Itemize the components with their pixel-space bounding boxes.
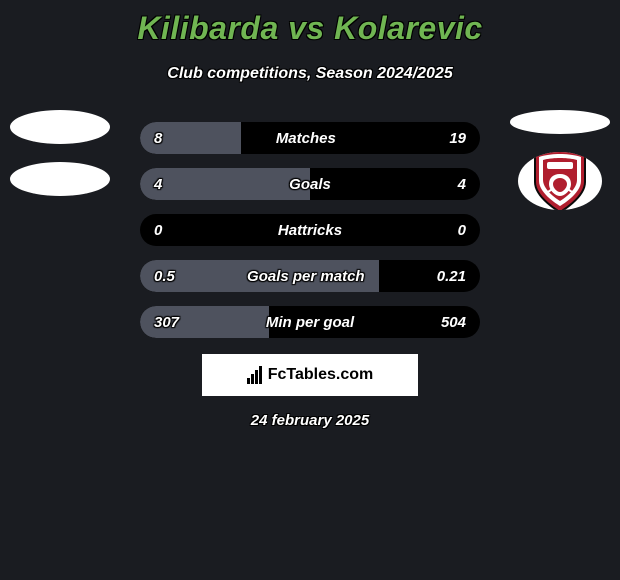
stat-value-right: 504 bbox=[441, 314, 480, 331]
stat-label: Min per goal bbox=[179, 314, 441, 331]
stat-row: 4 Goals 4 bbox=[140, 168, 480, 200]
stat-value-left: 0.5 bbox=[140, 268, 175, 285]
stat-value-left: 307 bbox=[140, 314, 179, 331]
stat-label: Matches bbox=[162, 130, 449, 147]
stat-row: 0.5 Goals per match 0.21 bbox=[140, 260, 480, 292]
stat-value-right: 0 bbox=[458, 222, 480, 239]
stat-value-right: 0.21 bbox=[437, 268, 480, 285]
page-title: Kilibarda vs Kolarevic bbox=[0, 0, 620, 47]
stats-list: 8 Matches 19 4 Goals 4 0 Hattricks 0 0.5… bbox=[140, 122, 480, 338]
right-player-badges bbox=[510, 110, 610, 210]
left-player-badges bbox=[10, 110, 110, 210]
stat-label: Hattricks bbox=[162, 222, 457, 239]
date-text: 24 february 2025 bbox=[0, 412, 620, 429]
stat-value-left: 8 bbox=[140, 130, 162, 147]
player-photo-placeholder bbox=[10, 110, 110, 144]
stat-row: 0 Hattricks 0 bbox=[140, 214, 480, 246]
brand-text: FcTables.com bbox=[268, 366, 374, 384]
stat-value-right: 19 bbox=[449, 130, 480, 147]
stat-row: 307 Min per goal 504 bbox=[140, 306, 480, 338]
subtitle: Club competitions, Season 2024/2025 bbox=[0, 65, 620, 83]
stat-value-right: 4 bbox=[458, 176, 480, 193]
club-badge bbox=[518, 152, 602, 210]
player-photo-placeholder bbox=[510, 110, 610, 134]
bar-chart-icon bbox=[247, 366, 262, 384]
club-shield-icon bbox=[529, 152, 591, 210]
stat-label: Goals bbox=[162, 176, 457, 193]
club-logo-placeholder bbox=[10, 162, 110, 196]
stat-row: 8 Matches 19 bbox=[140, 122, 480, 154]
stat-value-left: 4 bbox=[140, 176, 162, 193]
brand-link[interactable]: FcTables.com bbox=[202, 354, 418, 396]
stat-value-left: 0 bbox=[140, 222, 162, 239]
stat-label: Goals per match bbox=[175, 268, 437, 285]
